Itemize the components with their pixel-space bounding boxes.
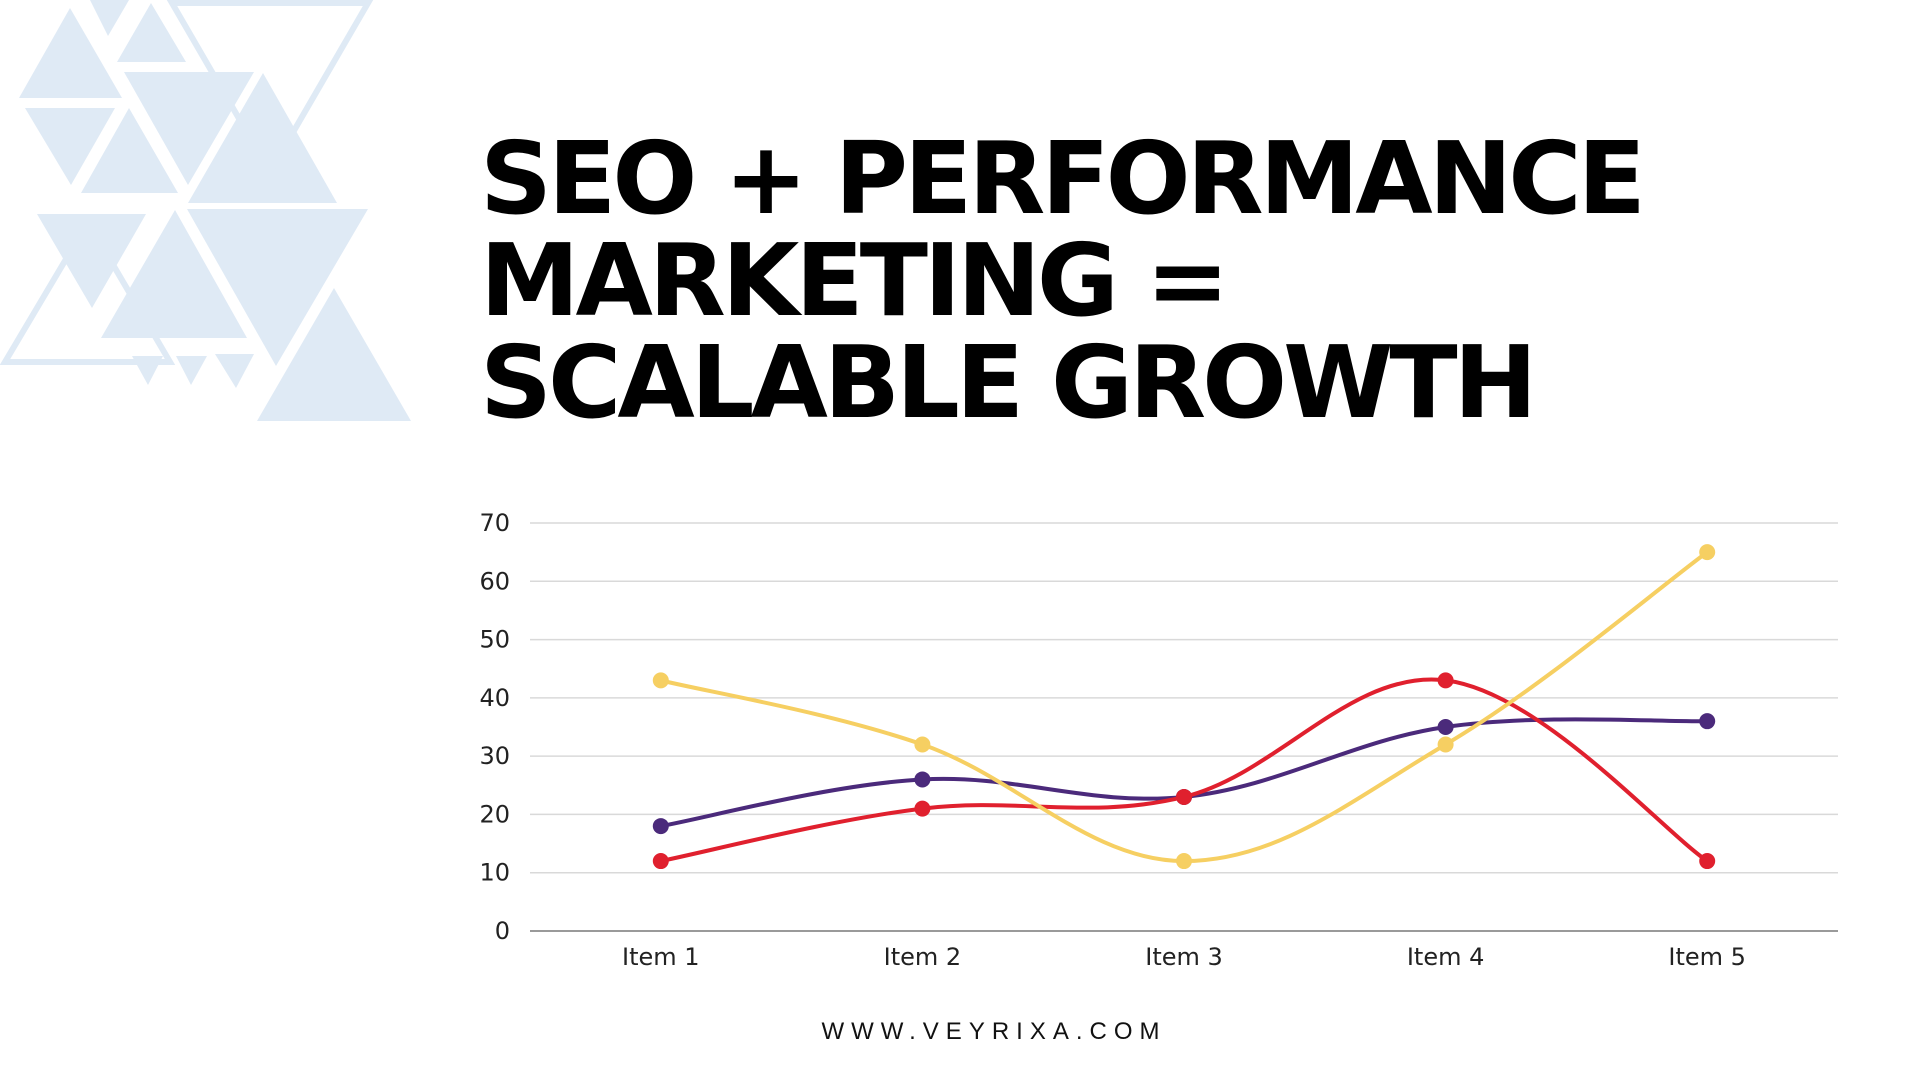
triangle-shape [176, 356, 207, 385]
page-title: SEO + PERFORMANCE MARKETING = SCALABLE G… [480, 120, 1646, 441]
title-line-3: SCALABLE GROWTH [480, 324, 1537, 441]
y-tick-label: 50 [479, 626, 510, 654]
x-tick-label: Item 3 [1145, 943, 1223, 971]
triangle-shape [90, 0, 129, 36]
series-1-point [1699, 713, 1716, 730]
triangle-shape [19, 8, 122, 98]
series-1-point [652, 818, 669, 835]
x-tick-label: Item 1 [622, 943, 700, 971]
triangle-shape [188, 73, 337, 203]
series-1-point [1437, 719, 1454, 735]
series-2-point [652, 853, 669, 870]
series-3-point [1176, 853, 1192, 870]
triangle-shape [25, 108, 115, 185]
y-tick-label: 0 [495, 917, 510, 945]
y-tick-label: 60 [479, 567, 510, 595]
series-3-point [914, 736, 931, 753]
title-line-1: SEO + PERFORMANCE [480, 120, 1646, 237]
website-url: WWW.VEYRIXA.COM [821, 1018, 1167, 1045]
triangle-shape [81, 108, 178, 193]
x-tick-label: Item 2 [884, 943, 962, 971]
y-tick-label: 20 [479, 800, 510, 828]
y-tick-label: 10 [479, 859, 510, 887]
triangle-shape [215, 354, 254, 388]
series-2-point [1437, 672, 1454, 689]
triangle-outline [0, 216, 176, 365]
series-2-point [1176, 788, 1192, 805]
line-chart: 0 10 20 30 40 50 60 70 Item 1 Item 2 Item 3 Item 4 I… [479, 509, 1838, 971]
triangle-shape [257, 288, 411, 421]
series-2-line [660, 677, 1709, 864]
y-tick-label: 30 [479, 742, 510, 770]
x-tick-label: Item 4 [1407, 943, 1485, 971]
series-3-point [1699, 544, 1716, 561]
triangle-shape [37, 214, 146, 308]
title-line-2: MARKETING = [480, 222, 1230, 339]
triangle-pattern-decoration [0, 0, 411, 421]
y-tick-label: 40 [479, 684, 510, 712]
triangle-shape [117, 3, 186, 62]
triangle-shape [124, 72, 254, 185]
triangle-outline [166, 0, 374, 178]
series-2-point [1699, 853, 1716, 870]
series-3-point [652, 672, 669, 689]
x-tick-label: Item 5 [1668, 943, 1746, 971]
series-1-line [660, 717, 1708, 829]
series-3-point [1437, 736, 1454, 753]
series-1-point [914, 771, 931, 788]
triangle-shape [187, 209, 368, 366]
y-tick-label: 70 [479, 509, 510, 537]
series-2-point [914, 800, 931, 817]
